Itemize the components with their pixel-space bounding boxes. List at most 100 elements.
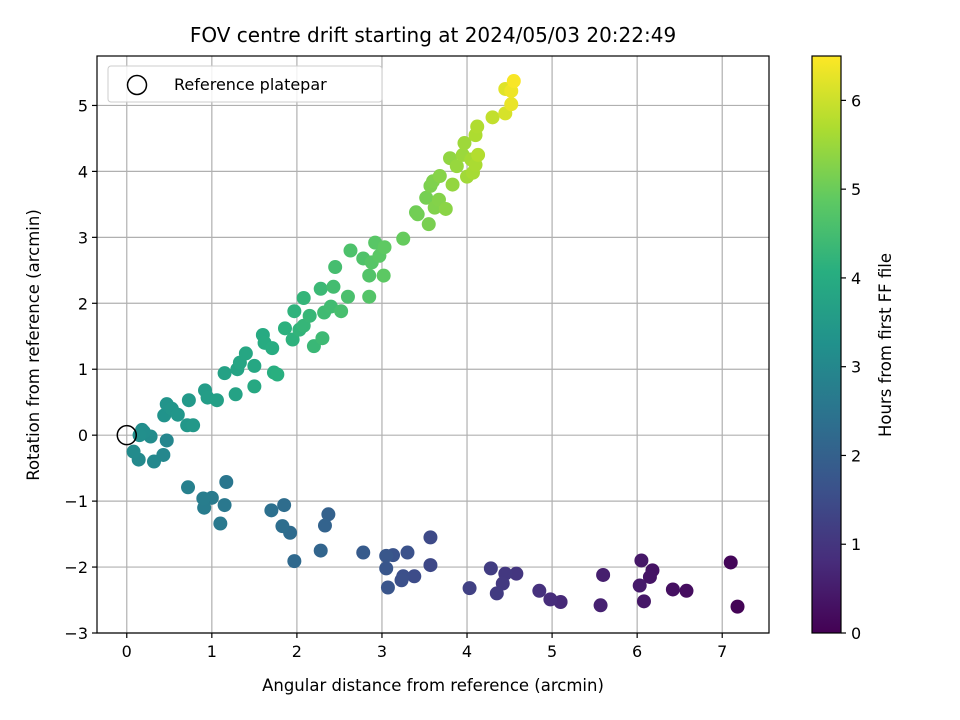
- data-point: [170, 407, 185, 422]
- data-point: [247, 379, 262, 394]
- data-point: [396, 231, 411, 246]
- y-tick-label: 1: [78, 360, 88, 379]
- y-tick-label: −2: [64, 558, 88, 577]
- colorbar-ticks: 0 1 2 3 4 5 6: [841, 91, 861, 643]
- data-point: [356, 545, 371, 560]
- data-point: [315, 331, 330, 346]
- data-point: [362, 289, 377, 304]
- y-tick-label: −3: [64, 624, 88, 643]
- x-tick-label: 2: [292, 642, 302, 661]
- y-tick-label: 0: [78, 426, 88, 445]
- data-point: [410, 207, 425, 222]
- data-point: [379, 561, 394, 576]
- data-point: [196, 491, 211, 506]
- data-point: [400, 545, 415, 560]
- colorbar-tick-label: 3: [851, 358, 861, 377]
- x-tick-label: 7: [717, 642, 727, 661]
- data-point: [186, 418, 201, 433]
- y-tick-label: 2: [78, 294, 88, 313]
- x-tick-label: 3: [377, 642, 387, 661]
- x-tick-label: 4: [462, 642, 472, 661]
- data-point: [265, 341, 280, 356]
- data-point: [532, 583, 547, 598]
- data-point: [238, 346, 253, 361]
- data-point: [489, 586, 504, 601]
- data-point: [264, 503, 279, 518]
- data-point: [181, 393, 196, 408]
- data-point: [377, 240, 392, 255]
- data-point: [328, 260, 343, 275]
- data-point: [634, 553, 649, 568]
- x-axis-ticks: 0 1 2 3 4 5 6 7: [122, 633, 727, 661]
- data-point: [438, 201, 453, 216]
- data-point: [730, 599, 745, 614]
- data-point: [636, 594, 651, 609]
- colorbar-gradient: [812, 56, 841, 633]
- legend-entry-reference: Reference platepar: [174, 75, 327, 94]
- data-point: [296, 291, 311, 306]
- data-point: [326, 279, 341, 294]
- data-point: [380, 580, 395, 595]
- data-point: [302, 308, 317, 323]
- data-point: [445, 177, 460, 192]
- data-point: [423, 558, 438, 573]
- data-point: [209, 393, 224, 408]
- reference-marker: [116, 424, 138, 446]
- y-tick-label: 3: [78, 228, 88, 247]
- data-point: [679, 583, 694, 598]
- data-point: [228, 387, 243, 402]
- data-point: [483, 561, 498, 576]
- data-point: [593, 598, 608, 613]
- data-point: [159, 433, 174, 448]
- data-point: [470, 119, 485, 134]
- data-point: [247, 358, 262, 373]
- data-point: [432, 169, 447, 184]
- y-tick-label: 5: [78, 96, 88, 115]
- data-point: [376, 268, 391, 283]
- data-point: [632, 578, 647, 593]
- colorbar-tick-label: 6: [851, 91, 861, 110]
- data-point: [287, 554, 302, 569]
- data-point: [596, 567, 611, 582]
- data-point: [146, 454, 161, 469]
- data-points: [126, 74, 745, 614]
- data-point: [313, 543, 328, 558]
- data-point: [126, 444, 141, 459]
- data-point: [181, 480, 196, 495]
- data-point: [334, 304, 349, 319]
- data-point: [379, 548, 394, 563]
- data-point: [543, 592, 558, 607]
- y-axis-ticks: −3 −2 −1 0 1 2 3 4 5: [64, 96, 97, 643]
- legend-box: [107, 65, 383, 103]
- colorbar-tick-label: 5: [851, 180, 861, 199]
- data-point: [421, 217, 436, 232]
- colorbar-tick-label: 0: [851, 624, 861, 643]
- data-point: [509, 566, 524, 581]
- x-tick-label: 0: [122, 642, 132, 661]
- colorbar-tick-label: 4: [851, 269, 861, 288]
- data-point: [506, 74, 521, 89]
- plot-frame: [96, 55, 770, 634]
- data-point: [275, 519, 290, 534]
- colorbar-tick-label: 2: [851, 446, 861, 465]
- data-point: [471, 147, 486, 162]
- y-axis-label: Rotation from reference (arcmin): [24, 209, 43, 481]
- data-point: [449, 159, 464, 174]
- data-point: [277, 321, 292, 336]
- data-point: [407, 569, 422, 584]
- colorbar: 0 1 2 3 4 5 6 Hours from first FF file: [811, 55, 895, 643]
- data-point: [277, 498, 292, 513]
- data-point: [419, 190, 434, 205]
- data-point: [340, 289, 355, 304]
- data-point: [723, 555, 738, 570]
- data-point: [485, 110, 500, 125]
- y-tick-label: −1: [64, 492, 88, 511]
- legend-marker-icon: [126, 74, 148, 96]
- data-point: [343, 243, 358, 258]
- reference-platepar-marker: [116, 424, 138, 446]
- data-point: [217, 366, 232, 381]
- x-tick-label: 6: [632, 642, 642, 661]
- x-tick-label: 1: [207, 642, 217, 661]
- data-point: [285, 332, 300, 347]
